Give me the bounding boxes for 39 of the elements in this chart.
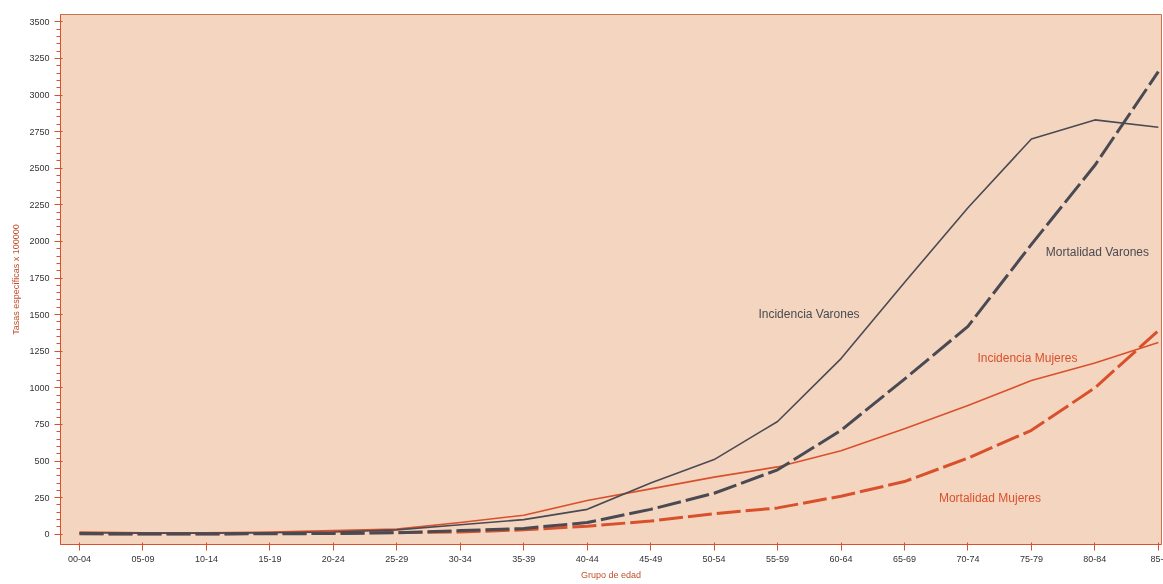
- y-tick-label: 2000: [29, 236, 50, 247]
- y-tick-label: 1750: [29, 273, 50, 284]
- x-tick-label: 20-24: [321, 553, 345, 564]
- x-tick-label: 80-84: [1083, 553, 1107, 564]
- series-label: Incidencia Varones: [758, 306, 860, 321]
- x-tick-label: 85-: [1150, 553, 1163, 564]
- x-tick-label: 55-59: [766, 553, 790, 564]
- y-tick-label: 0: [44, 529, 50, 540]
- y-tick-label: 2250: [29, 199, 50, 210]
- y-tick-label: 2500: [29, 163, 50, 174]
- x-tick-label: 60-64: [829, 553, 853, 564]
- x-axis-title: Grupo de edad: [580, 569, 642, 580]
- x-tick-label: 35-39: [512, 553, 536, 564]
- x-tick-label: 50-54: [702, 553, 726, 564]
- x-tick-label: 10-14: [194, 553, 218, 564]
- x-tick-label: 70-74: [956, 553, 980, 564]
- x-tick-label: 75-79: [1019, 553, 1043, 564]
- x-tick-label: 05-09: [131, 553, 155, 564]
- series-label: Incidencia Mujeres: [977, 350, 1078, 365]
- series-label: Mortalidad Varones: [1045, 245, 1149, 260]
- y-tick-label: 3250: [29, 53, 50, 64]
- x-tick-label: 45-49: [639, 553, 663, 564]
- y-tick-label: 1250: [29, 346, 50, 357]
- x-tick-label: 25-29: [385, 553, 409, 564]
- y-tick-label: 2750: [29, 126, 50, 137]
- y-tick-label: 3000: [29, 90, 50, 101]
- y-tick-label: 250: [34, 492, 50, 503]
- y-tick-label: 1500: [29, 309, 50, 320]
- y-tick-label: 1000: [29, 382, 50, 393]
- series-label: Mortalidad Mujeres: [938, 491, 1041, 506]
- y-tick-label: 750: [34, 419, 50, 430]
- x-tick-label: 65-69: [892, 553, 917, 564]
- x-tick-label: 00-04: [68, 553, 92, 564]
- y-tick-label: 3500: [29, 16, 50, 27]
- x-tick-label: 15-19: [258, 553, 282, 564]
- y-tick-label: 500: [34, 456, 50, 467]
- x-tick-label: 40-44: [575, 553, 599, 564]
- y-axis-title: Tasas específicas x 100000: [11, 224, 22, 335]
- x-tick-label: 30-34: [448, 553, 472, 564]
